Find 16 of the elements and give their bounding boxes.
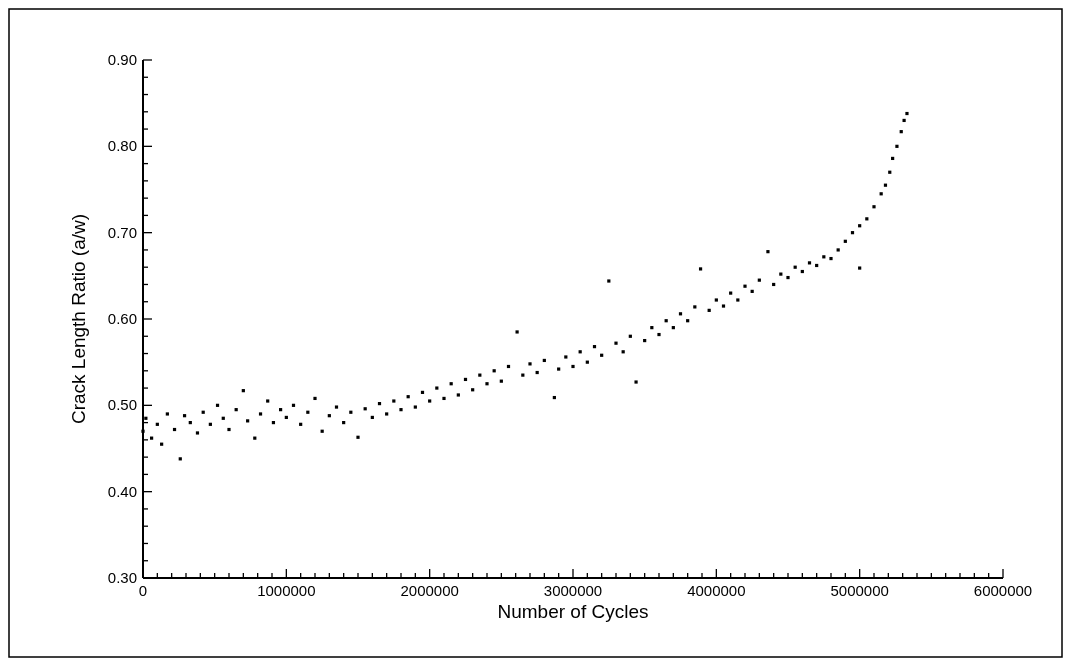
x-tick-label: 0	[138, 582, 148, 599]
y-tick-label: 0.60	[107, 310, 137, 327]
x-tick-label: 3000000	[543, 582, 603, 599]
y-axis-title: Crack Length Ratio (a/w)	[68, 213, 89, 425]
y-tick-label: 0.80	[107, 137, 137, 155]
y-tick-label: 0.90	[107, 51, 137, 68]
y-tick-label: 0.40	[107, 482, 137, 500]
x-tick-label: 5000000	[830, 582, 889, 599]
x-axis-title: Number of Cycles	[497, 601, 649, 622]
y-tick-label: 0.30	[107, 569, 137, 586]
x-tick-label: 4000000	[687, 582, 746, 599]
y-tick-label: 0.70	[107, 223, 137, 241]
x-tick-label: 2000000	[400, 582, 459, 599]
x-tick-label: 6000000	[973, 582, 1033, 599]
y-tick-label: 0.50	[107, 396, 137, 414]
x-tick-label: 1000000	[257, 582, 316, 599]
